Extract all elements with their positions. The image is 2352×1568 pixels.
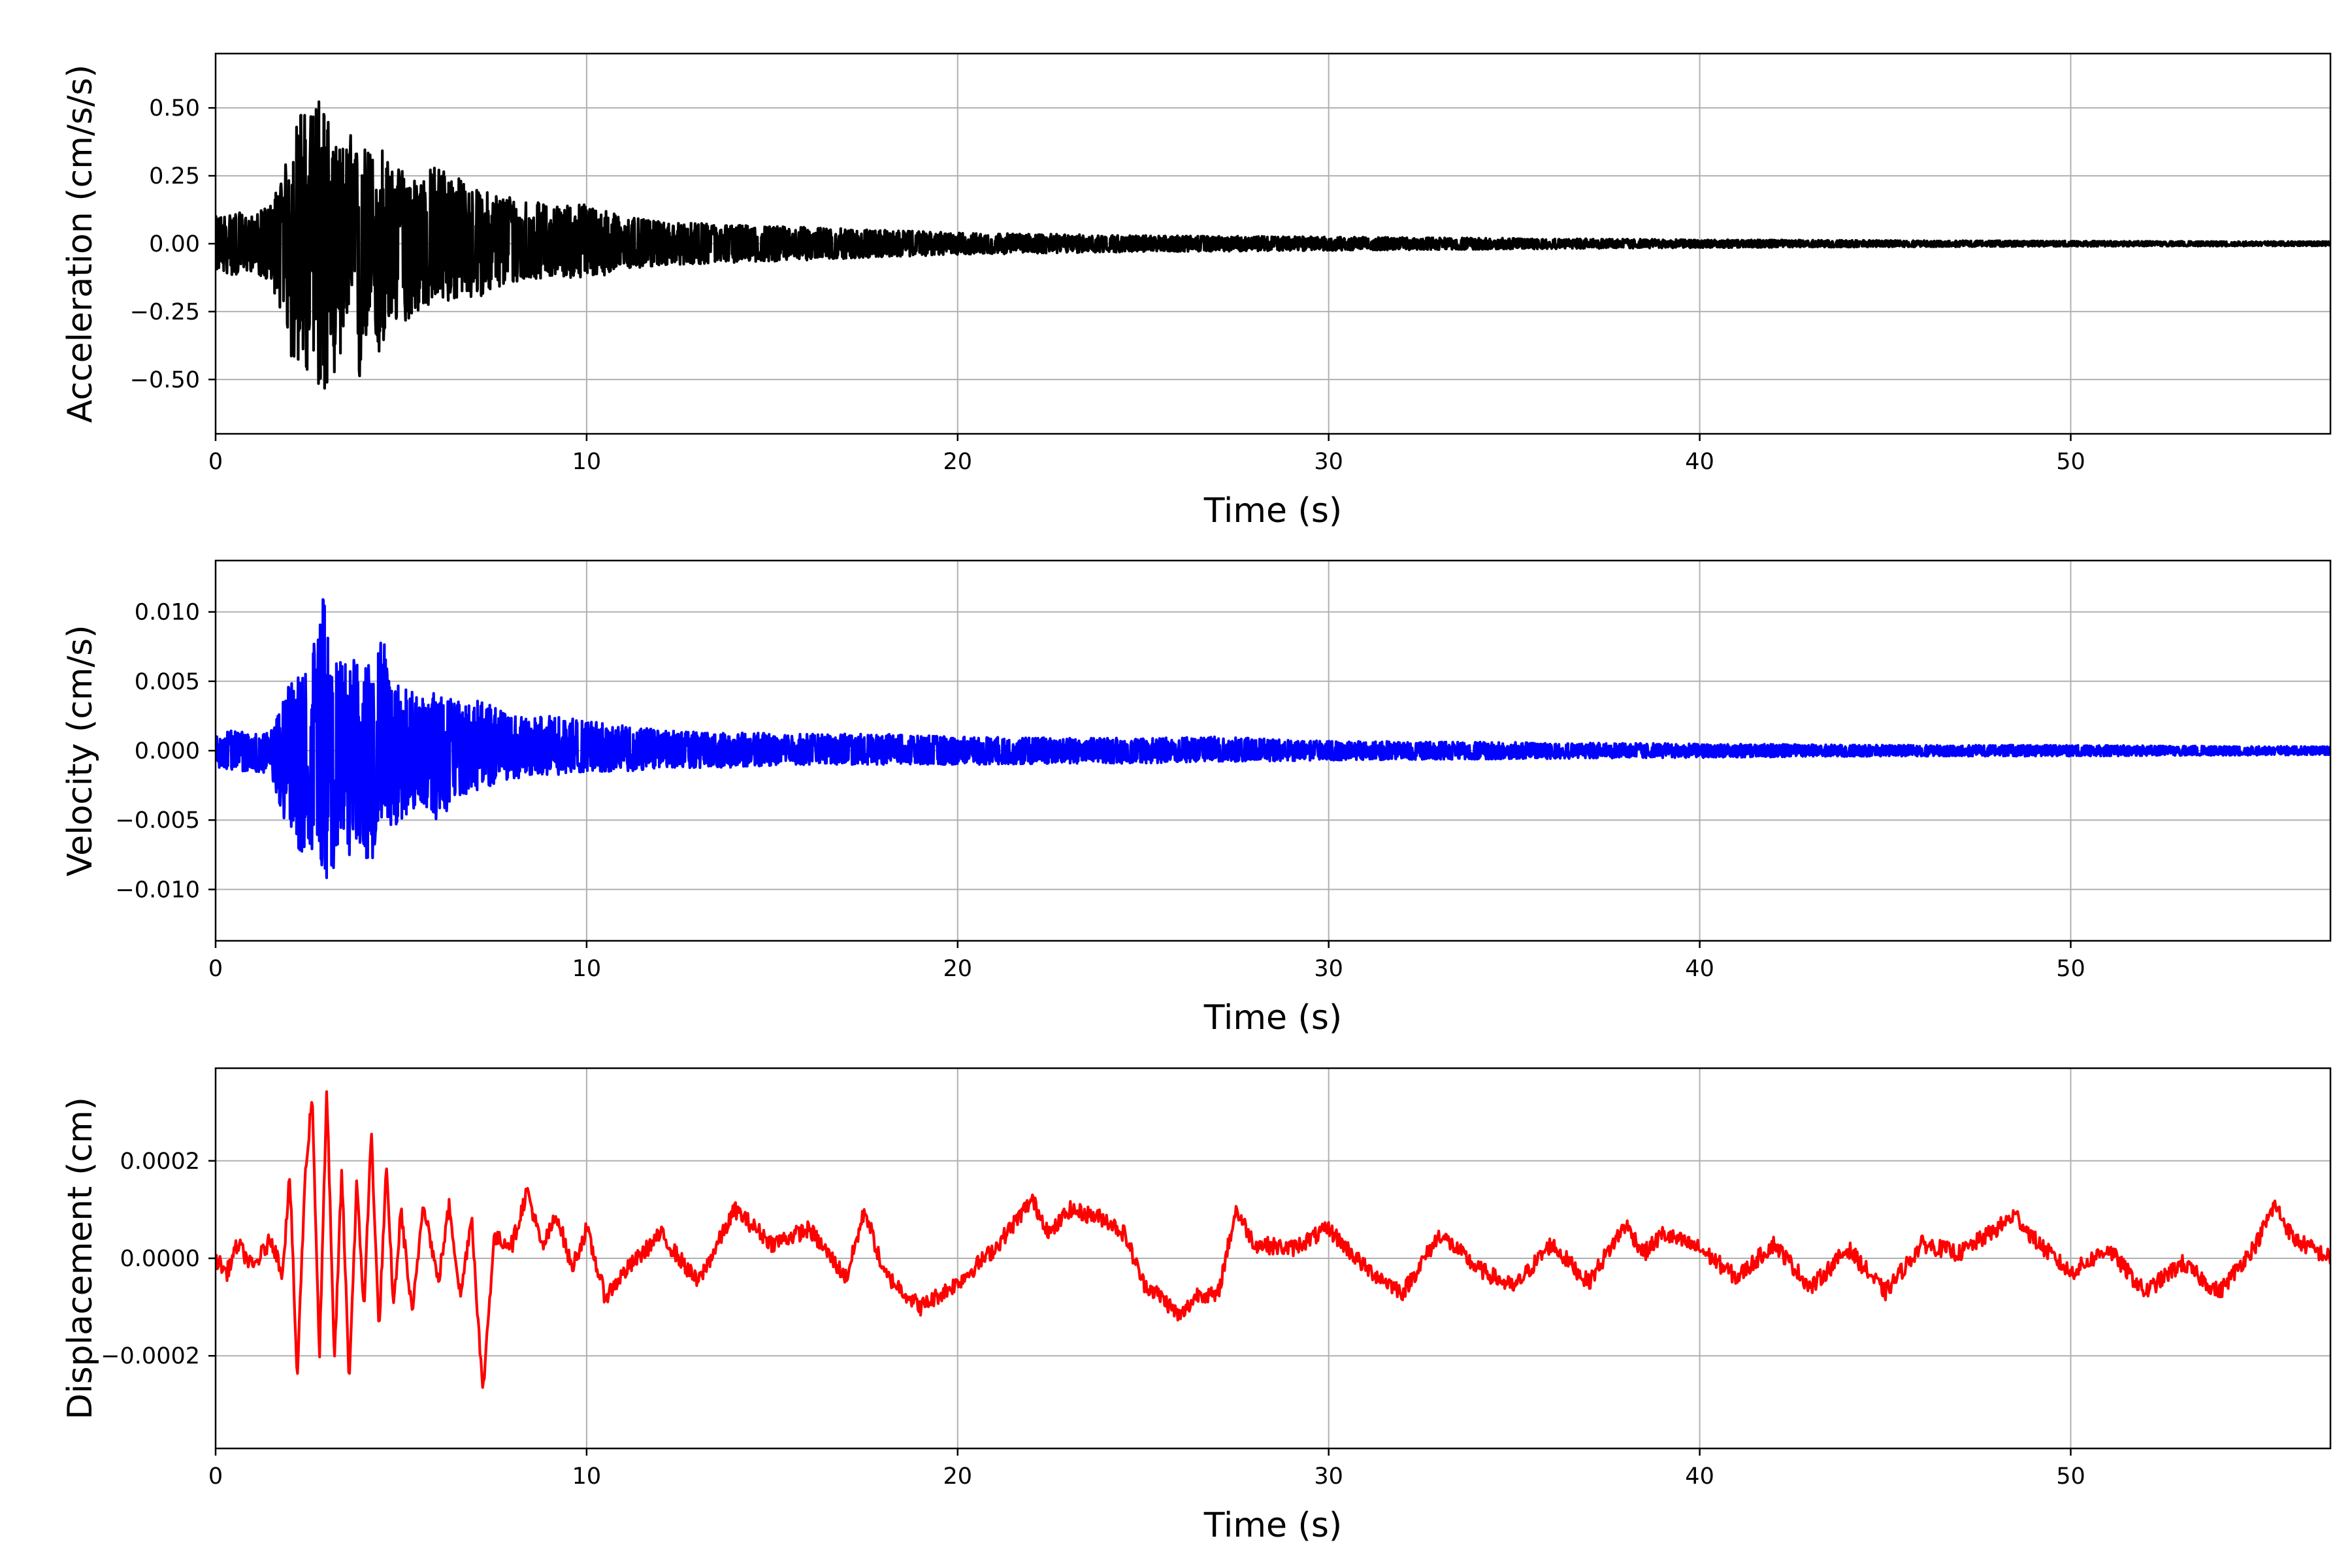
velocity-series-line (216, 598, 2330, 879)
x-tick-label: 10 (572, 449, 602, 475)
displacement-series-line (216, 1090, 2330, 1389)
x-tick-label: 20 (943, 1463, 973, 1490)
y-axis-label: Displacement (cm) (61, 1097, 100, 1420)
velocity-panel: 0 10 20 30 40 50 −0.010 −0.005 0.000 0.005 0.010 Ti… (61, 559, 2332, 1037)
x-tick-label: 40 (1685, 956, 1714, 982)
y-tick-label: −0.25 (130, 299, 200, 325)
x-tick-label: 20 (943, 956, 973, 982)
x-tick-label: 0 (208, 956, 223, 982)
x-tick-label: 40 (1685, 1463, 1714, 1490)
acceleration-panel: 0 10 20 30 40 50 −0.50 −0.25 0.00 0.25 0.50 Time (s… (61, 52, 2332, 531)
x-tick-label: 30 (1314, 956, 1343, 982)
x-tick-label: 10 (572, 1463, 602, 1490)
x-tick-label: 30 (1314, 449, 1343, 475)
y-tick-label: −0.010 (115, 877, 200, 903)
y-tick-label: 0.50 (149, 95, 200, 122)
x-tick-label: 30 (1314, 1463, 1343, 1490)
y-tick-label: −0.0002 (101, 1343, 200, 1369)
x-tick-label: 0 (208, 449, 223, 475)
y-tick-label: 0.25 (149, 163, 200, 189)
x-tick-label: 40 (1685, 449, 1714, 475)
y-tick-label: 0.000 (135, 738, 200, 764)
displacement-panel: 0 10 20 30 40 50 −0.0002 0.0000 0.0002 Time (s) Di… (61, 1067, 2332, 1545)
x-tick-label: 10 (572, 956, 602, 982)
x-tick-label: 0 (208, 1463, 223, 1490)
x-tick-label: 50 (2056, 956, 2085, 982)
y-tick-label: −0.005 (115, 808, 200, 834)
x-tick-label: 50 (2056, 449, 2085, 475)
y-tick-label: 0.005 (135, 669, 200, 695)
y-tick-label: 0.0000 (120, 1246, 200, 1272)
x-axis-label: Time (s) (1203, 491, 1342, 531)
x-tick-label: 50 (2056, 1463, 2085, 1490)
x-tick-label: 20 (943, 449, 973, 475)
acceleration-series-line (216, 100, 2330, 390)
x-axis-label: Time (s) (1203, 1506, 1342, 1545)
y-axis-label: Acceleration (cm/s/s) (61, 65, 100, 423)
y-tick-label: −0.50 (130, 367, 200, 393)
x-axis-label: Time (s) (1203, 998, 1342, 1037)
y-tick-label: 0.010 (135, 600, 200, 626)
y-tick-label: 0.00 (149, 231, 200, 257)
y-axis-label: Velocity (cm/s) (61, 625, 100, 877)
y-tick-label: 0.0002 (120, 1149, 200, 1175)
